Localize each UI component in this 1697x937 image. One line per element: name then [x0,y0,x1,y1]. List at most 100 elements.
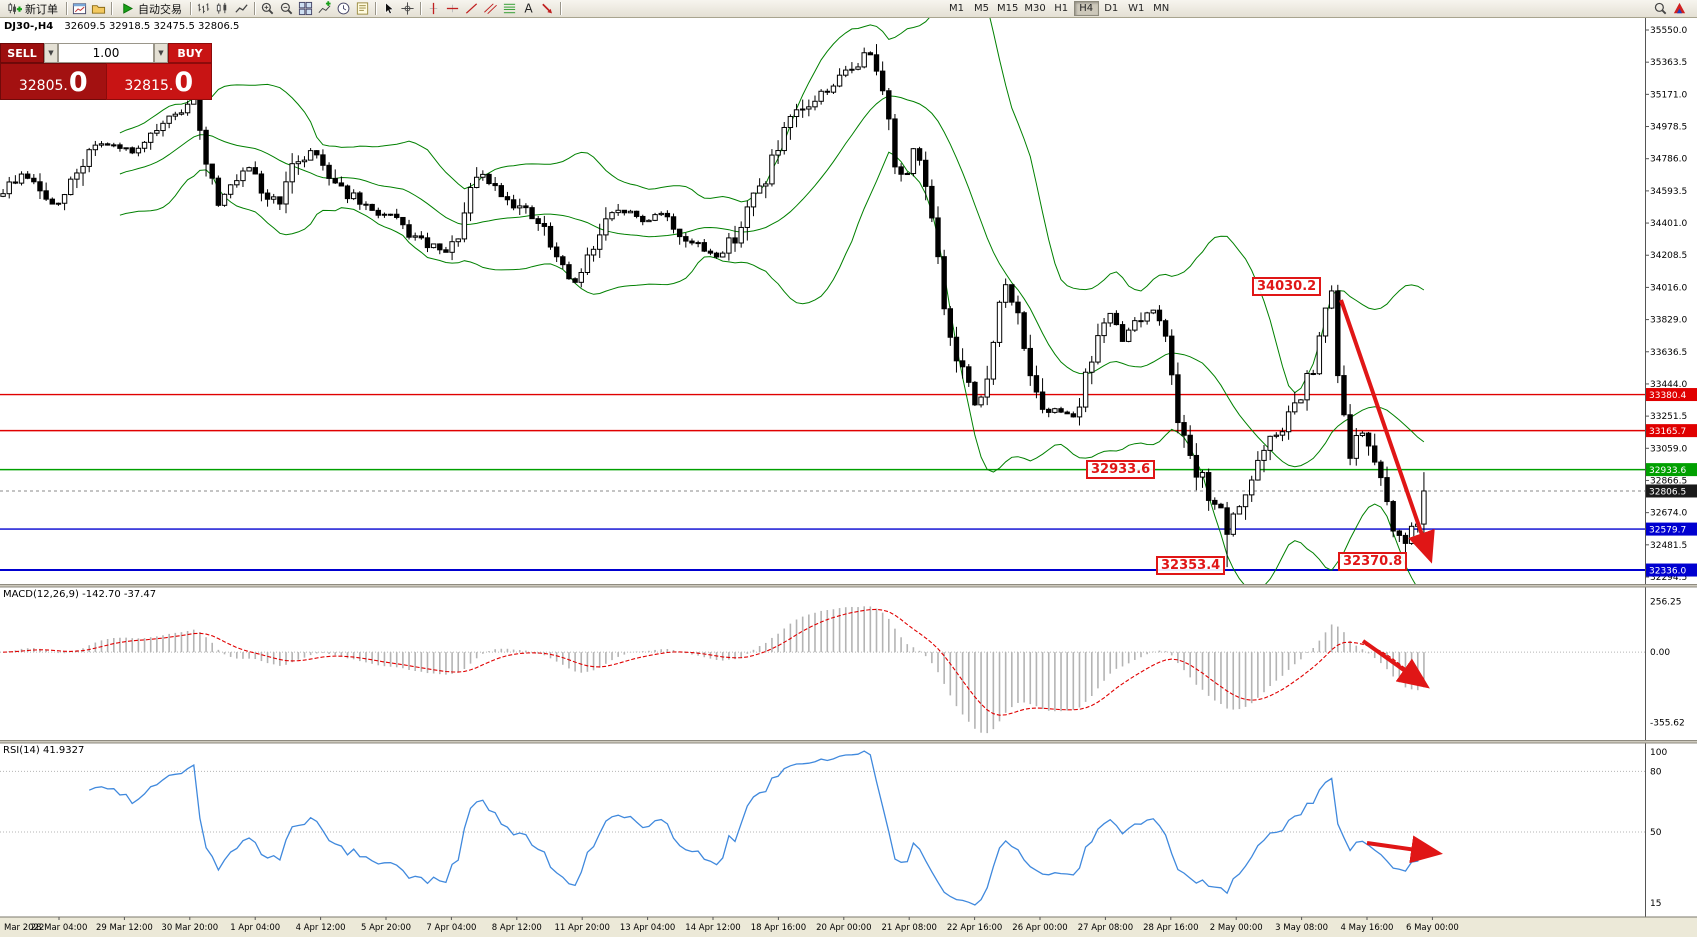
symbol-ohlc-label: DJ30-,H4 32609.5 32918.5 32475.5 32806.5 [4,21,239,32]
horizontal-line-button[interactable] [443,1,462,17]
periods-button[interactable] [334,1,353,17]
templates-button[interactable] [353,1,372,17]
price-tick-label: 33444.0 [1650,380,1687,390]
buy-dropdown-caret-icon[interactable]: ▼ [154,43,168,63]
macd-tick-label: 0.00 [1650,648,1670,658]
time-tick-label: 8 Apr 12:00 [492,923,542,933]
tile-windows-icon [298,1,313,16]
price-callout[interactable]: 32933.6 [1086,460,1156,479]
new-chart-icon [72,3,87,15]
price-level-badge [1646,522,1697,536]
equidistant-channel-button[interactable] [481,1,500,17]
autotrade-button[interactable]: 自动交易 [115,1,187,17]
price-tick-label: 33251.5 [1650,412,1687,422]
new-order-button-label: 新订单 [25,2,58,16]
macd-tick-label: 256.25 [1650,598,1682,608]
timeframe-button-M5[interactable]: M5 [974,3,989,14]
trend-arrow[interactable] [1366,835,1443,864]
time-tick-label: 21 Apr 08:00 [881,923,936,933]
timeframe-button-M1[interactable]: M1 [949,3,964,14]
toolbar-right-icons [1651,1,1689,17]
fibonacci-icon [503,3,516,14]
time-tick-label: 22 Apr 16:00 [947,923,1002,933]
profiles-icon [91,5,106,14]
sell-button[interactable]: SELL [0,43,44,63]
price-level-badge-label: 33165.7 [1649,427,1686,437]
line-chart-button[interactable] [232,1,251,17]
timeframe-button-M30[interactable]: M30 [1024,3,1046,14]
candlestick-chart-icon [216,2,227,14]
timeframe-button-MN[interactable]: MN [1153,3,1170,14]
price-callout[interactable]: 32353.4 [1156,556,1226,575]
toolbar-separator [190,2,191,15]
rsi-tick-label: 100 [1650,748,1667,758]
bar-chart-button[interactable] [194,1,213,17]
rsi-plot[interactable] [0,750,1645,906]
sell-dropdown-caret-icon[interactable]: ▼ [44,43,58,63]
price-level-badge [1646,463,1697,477]
tile-windows-button[interactable] [296,1,315,17]
brand-icon [1673,2,1686,14]
zoom-in-button[interactable] [258,1,277,17]
buy-price: 32815. [124,78,174,94]
candlestick-chart-button[interactable] [213,1,232,17]
symbol-name: DJ30-,H4 [4,21,54,32]
rsi-tick-label: 50 [1650,828,1662,838]
trendline-button[interactable] [462,1,481,17]
time-tick-label: 28 Mar 04:00 [31,923,88,933]
volume-input[interactable] [58,43,154,63]
price-tick-label: 34208.5 [1650,251,1687,261]
main-plot[interactable] [0,0,1645,594]
price-tick-label: 32481.5 [1650,541,1687,551]
buy-price-button[interactable]: 32815. 0 [105,63,212,100]
time-tick-label: 14 Apr 12:00 [685,923,740,933]
macd-plot[interactable] [0,606,1645,734]
zoom-out-button[interactable] [277,1,296,17]
cursor-icon [385,2,394,15]
price-tick-label: 34401.0 [1650,219,1687,229]
cursor-button[interactable] [379,1,398,17]
price-callout[interactable]: 34030.2 [1252,277,1322,296]
search-button[interactable] [1651,1,1670,17]
brand-icon[interactable] [1670,1,1689,17]
fibonacci-button[interactable] [500,1,519,17]
panel-separator[interactable] [0,740,1697,744]
panel-separator[interactable] [0,584,1697,588]
time-axis[interactable] [0,917,1697,937]
new-order-button[interactable]: 新订单 [2,1,63,17]
timeframe-button-H1[interactable]: H1 [1054,3,1069,14]
trend-arrow[interactable] [1361,639,1430,689]
trend-arrow[interactable] [1339,299,1435,564]
time-tick-label: 30 Mar 20:00 [161,923,218,933]
vertical-line-icon [429,2,438,15]
time-tick-label: 20 Apr 00:00 [816,923,871,933]
bar-chart-icon [197,3,210,14]
crosshair-button[interactable] [398,1,417,17]
timeframe-button-M15[interactable]: M15 [997,3,1019,14]
timeframe-group: M1 M5 M15 M30 H1 H4 D1 W1 MN [944,1,1174,16]
sell-price-button[interactable]: 32805. 0 [0,63,106,100]
price-callout[interactable]: 32370.8 [1338,552,1408,571]
indicators-button[interactable] [315,1,334,17]
price-tick-label: 35171.0 [1650,90,1687,100]
autotrade-play-icon [123,3,133,14]
toolbar-separator [560,2,561,15]
price-level-badge-label: 32336.0 [1649,567,1686,577]
arrows-button[interactable] [538,1,557,17]
buy-button[interactable]: BUY [168,43,212,63]
timeframe-button-W1[interactable]: W1 [1128,3,1145,14]
text-button[interactable]: A [519,1,538,17]
time-tick-label: 2 May 00:00 [1210,923,1263,933]
vertical-line-button[interactable] [424,1,443,17]
price-level-badge [1646,563,1697,577]
new-order-icon [8,2,22,15]
price-level-badge-label: 32806.5 [1649,487,1686,497]
time-tick-label: 18 Apr 16:00 [751,923,806,933]
timeframe-button-H4[interactable]: H4 [1073,1,1099,16]
new-chart-button[interactable] [70,1,89,17]
profiles-button[interactable] [89,1,108,17]
timeframe-button-D1[interactable]: D1 [1104,3,1119,14]
search-icon [1654,2,1667,15]
templates-icon [356,2,369,15]
